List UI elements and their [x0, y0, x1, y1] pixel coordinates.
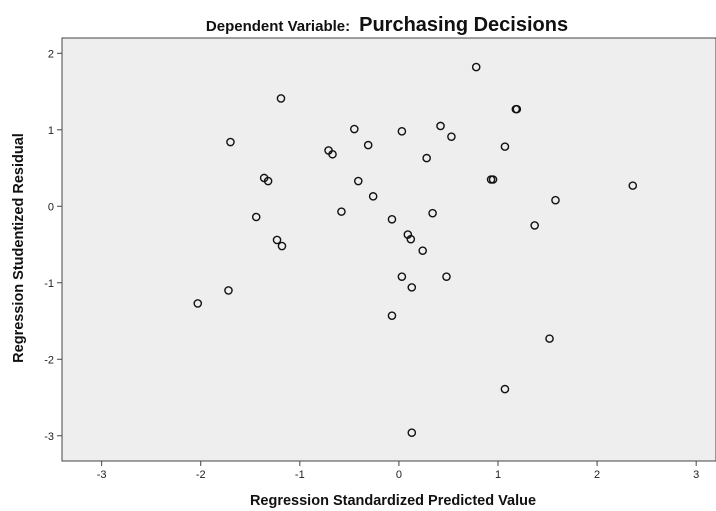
data-point [277, 241, 287, 251]
data-point [397, 127, 407, 136]
chart-title-prefix: Dependent Variable: [206, 18, 350, 35]
data-point [406, 234, 416, 244]
data-point [263, 176, 273, 186]
chart-title: Dependent Variable: Purchasing Decisions [206, 14, 568, 36]
data-point [387, 311, 397, 320]
data-point [500, 384, 510, 394]
x-tick-label: 2 [594, 469, 600, 481]
data-point [251, 212, 261, 222]
data-point [447, 132, 456, 141]
y-tick-label: -2 [44, 354, 54, 366]
y-axis-label: Regression Studentized Residual [11, 133, 27, 363]
data-point [363, 140, 373, 150]
data-point [436, 121, 445, 131]
data-point [422, 153, 431, 163]
x-axis-ticks: -3 -2 -1 0 1 2 3 [97, 461, 699, 481]
data-point [530, 221, 539, 230]
y-tick-label: -1 [44, 278, 54, 290]
data-point [628, 181, 638, 190]
x-tick-label: 0 [396, 469, 402, 481]
y-tick-label: 2 [48, 48, 54, 60]
data-point [328, 149, 337, 159]
data-point [471, 62, 481, 72]
x-tick-label: -2 [196, 469, 206, 481]
data-point [193, 299, 203, 308]
data-point [226, 137, 235, 147]
y-axis-ticks: 2 1 0 -1 -2 -3 [44, 48, 62, 443]
data-point [545, 334, 554, 343]
data-point [428, 208, 437, 218]
data-point [276, 94, 286, 103]
y-tick-label: 1 [48, 125, 54, 137]
data-point [418, 246, 427, 255]
plot-area [61, 37, 716, 462]
data-point [387, 214, 397, 224]
x-tick-label: -1 [295, 469, 305, 481]
data-point [488, 175, 498, 184]
x-tick-label: 3 [693, 469, 699, 481]
data-point [551, 195, 560, 205]
data-point [500, 142, 510, 151]
data-point [512, 104, 522, 114]
data-point [350, 124, 359, 134]
chart-title-main: Purchasing Decisions [359, 14, 568, 36]
data-point [337, 207, 346, 216]
data-point [397, 272, 407, 281]
data-points [193, 62, 638, 437]
y-tick-label: 0 [48, 201, 54, 213]
y-tick-label: -3 [44, 431, 54, 443]
data-point [407, 283, 417, 292]
data-point [368, 192, 378, 201]
x-tick-label: 1 [495, 469, 501, 481]
data-point [224, 286, 233, 295]
data-point [353, 176, 363, 186]
data-point [407, 428, 417, 437]
x-tick-label: -3 [97, 469, 107, 481]
data-point [442, 272, 451, 281]
data-point [272, 235, 282, 245]
x-axis-label: Regression Standardized Predicted Value [250, 493, 536, 509]
